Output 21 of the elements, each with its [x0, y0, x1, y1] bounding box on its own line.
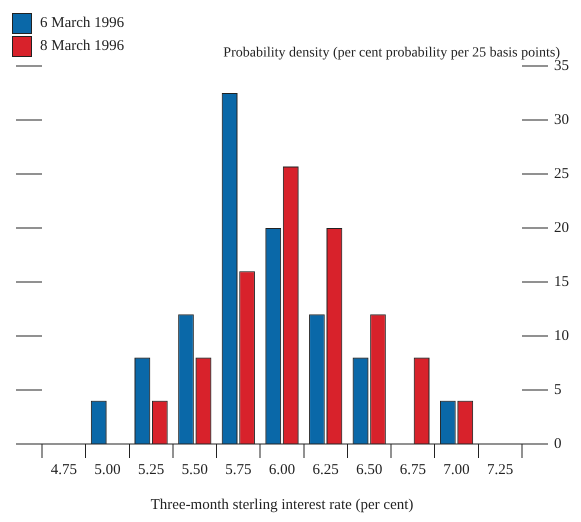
x-tick-label: 5.00	[94, 462, 121, 478]
x-tick-label: 6.50	[356, 462, 382, 478]
x-tick-label: 6.25	[312, 462, 339, 478]
y-tick-label: 30	[554, 112, 569, 128]
x-tick-label: 4.75	[50, 462, 77, 478]
x-tick-label: 7.00	[443, 462, 470, 478]
legend-label: 6 March 1996	[40, 15, 124, 32]
x-tick-label: 7.25	[487, 462, 514, 478]
legend-label: 8 March 1996	[40, 38, 124, 55]
y-tick-label: 15	[554, 274, 569, 290]
y-tick-label: 5	[554, 382, 562, 398]
x-tick-label: 6.00	[268, 462, 296, 478]
y-tick-label: 10	[554, 328, 569, 344]
y-tick-label: 0	[554, 436, 562, 452]
x-tick-label: 6.75	[400, 462, 426, 478]
x-tick-label: 5.75	[225, 462, 252, 478]
y-tick-label: 25	[554, 166, 569, 182]
y-tick-label: 20	[554, 220, 569, 236]
x-tick-label: 5.25	[138, 462, 164, 478]
x-tick-label: 5.50	[182, 462, 208, 478]
x-axis-title: Three-month sterling interest rate (per cent)	[150, 496, 414, 513]
